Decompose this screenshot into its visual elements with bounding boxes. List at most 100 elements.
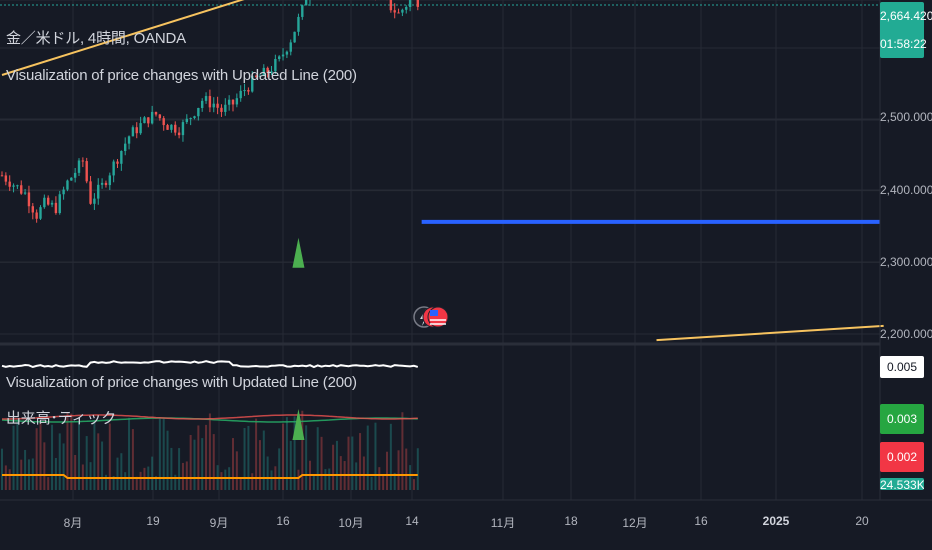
candle-up bbox=[212, 103, 215, 108]
time-tick-label: 16 bbox=[694, 514, 708, 528]
candle-down bbox=[393, 10, 396, 13]
candle-down bbox=[166, 125, 169, 130]
indicator-legend-sub[interactable]: Visualization of price changes with Upda… bbox=[6, 374, 357, 391]
volume-bar bbox=[66, 412, 69, 490]
volume-bar bbox=[401, 412, 404, 490]
volume-bar bbox=[158, 418, 161, 490]
volume-bar bbox=[251, 473, 254, 490]
volume-bar bbox=[101, 441, 104, 490]
candle-up bbox=[77, 160, 81, 173]
volume-bar bbox=[328, 468, 331, 490]
volume-bar bbox=[4, 465, 7, 490]
volume-bar bbox=[324, 469, 327, 490]
volume-bar bbox=[409, 465, 412, 490]
candle-up bbox=[401, 9, 404, 13]
candle-down bbox=[389, 0, 393, 11]
volume-bar bbox=[270, 470, 273, 490]
current-price-value: 2,664.420 bbox=[880, 9, 932, 23]
candle-up bbox=[39, 207, 42, 219]
candle-up bbox=[270, 71, 273, 73]
volume-bar bbox=[212, 434, 215, 490]
candle-down bbox=[47, 197, 50, 205]
candle-down bbox=[416, 0, 419, 7]
candle-down bbox=[27, 192, 31, 207]
volume-bar bbox=[339, 456, 342, 490]
symbol-legend[interactable]: 金／米ドル, 4時間, OANDA bbox=[6, 30, 186, 47]
volume-bar bbox=[197, 425, 200, 490]
volume-bar bbox=[378, 467, 381, 490]
candle-down bbox=[254, 75, 258, 77]
volume-bar bbox=[174, 474, 177, 490]
us-flag-canton-icon bbox=[430, 310, 438, 316]
candle-up bbox=[143, 117, 146, 124]
volume-bar bbox=[97, 433, 100, 490]
candle-up bbox=[251, 75, 254, 92]
volume-bar bbox=[89, 462, 92, 490]
volume-bar bbox=[320, 436, 323, 490]
trend-line-upper[interactable] bbox=[1, 0, 368, 76]
candle-down bbox=[220, 107, 223, 112]
candle-down bbox=[174, 124, 177, 133]
candle-up bbox=[16, 185, 19, 187]
candle-up bbox=[70, 177, 73, 181]
volume-bar bbox=[39, 422, 42, 490]
volume-bar bbox=[181, 462, 184, 490]
volume-bar bbox=[282, 423, 285, 490]
sub-green-value-tag: 0.003 bbox=[880, 404, 924, 434]
candle-down bbox=[4, 175, 8, 182]
volume-bar bbox=[278, 448, 281, 490]
grid-lines bbox=[0, 0, 880, 500]
candle-up bbox=[197, 107, 200, 117]
candle-up bbox=[108, 175, 111, 186]
volume-bar bbox=[232, 438, 234, 490]
volume-bar bbox=[351, 436, 354, 490]
volume-bar bbox=[301, 410, 304, 490]
volume-bar bbox=[128, 417, 131, 490]
volume-bar bbox=[359, 433, 362, 490]
volume-bar bbox=[255, 418, 258, 490]
candle-up bbox=[258, 75, 262, 77]
time-tick-label: 10月 bbox=[338, 516, 364, 530]
candle-up bbox=[120, 151, 123, 164]
sub-signal-triangle bbox=[292, 409, 305, 440]
volume-bar bbox=[293, 416, 296, 490]
time-tick-label: 11月 bbox=[490, 516, 516, 530]
volume-bar bbox=[370, 476, 373, 490]
volume-bar bbox=[93, 422, 96, 490]
volume-bar bbox=[247, 425, 250, 490]
volume-bar bbox=[124, 472, 127, 490]
volume-bar bbox=[116, 457, 119, 490]
candle-down bbox=[147, 117, 150, 124]
candle-up bbox=[301, 5, 304, 17]
volume-bar bbox=[12, 425, 15, 490]
candle-up bbox=[274, 58, 277, 72]
candle-up bbox=[73, 172, 77, 178]
volume-bar bbox=[305, 425, 308, 490]
volume-bar bbox=[74, 454, 77, 490]
volume-bar bbox=[104, 474, 107, 490]
volume-bar bbox=[235, 451, 238, 490]
sub-red-value-tag: 0.002 bbox=[880, 442, 924, 472]
volume-bar bbox=[112, 475, 115, 490]
volume-bar bbox=[151, 456, 154, 490]
candle-up bbox=[131, 127, 135, 137]
trend-line-lower[interactable] bbox=[656, 324, 884, 342]
volume-bar bbox=[393, 472, 396, 490]
economic-event-icons[interactable] bbox=[413, 306, 449, 328]
volume-bar bbox=[8, 469, 11, 490]
volume-bar bbox=[170, 447, 173, 490]
candle-down bbox=[85, 161, 88, 182]
volume-bar bbox=[43, 442, 46, 490]
candle-up bbox=[239, 90, 242, 99]
candle-down bbox=[31, 206, 34, 213]
volume-bar bbox=[47, 477, 50, 490]
indicator-legend-main[interactable]: Visualization of price changes with Upda… bbox=[6, 67, 357, 84]
candle-up bbox=[139, 123, 142, 134]
time-tick-label-year: 2025 bbox=[762, 514, 790, 528]
candle-up bbox=[66, 180, 69, 190]
candle-up bbox=[189, 118, 192, 120]
volume-bar bbox=[51, 424, 54, 490]
time-tick-label: 8月 bbox=[63, 516, 83, 530]
volume-legend[interactable]: 出来高･ティック bbox=[6, 410, 117, 427]
